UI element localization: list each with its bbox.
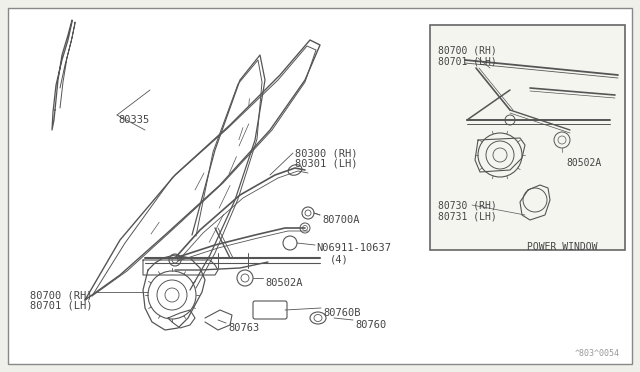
Text: 80335: 80335 xyxy=(118,115,149,125)
Text: 80700 (RH): 80700 (RH) xyxy=(438,45,497,55)
Text: POWER WINDOW: POWER WINDOW xyxy=(527,242,598,252)
Text: 80300 (RH): 80300 (RH) xyxy=(295,148,358,158)
Text: 80700 (RH): 80700 (RH) xyxy=(30,290,93,300)
Text: (4): (4) xyxy=(330,254,349,264)
Text: 80731 (LH): 80731 (LH) xyxy=(438,211,497,221)
Text: 80701 (LH): 80701 (LH) xyxy=(30,300,93,310)
Text: 80502A: 80502A xyxy=(265,278,303,288)
Text: 80301 (LH): 80301 (LH) xyxy=(295,158,358,168)
Text: ^803^0054: ^803^0054 xyxy=(575,349,620,358)
Text: 80700A: 80700A xyxy=(322,215,360,225)
Text: 80730 (RH): 80730 (RH) xyxy=(438,200,497,210)
Text: 80701 (LH): 80701 (LH) xyxy=(438,56,497,66)
Bar xyxy=(430,25,625,250)
Text: N06911-10637: N06911-10637 xyxy=(316,243,391,253)
FancyBboxPatch shape xyxy=(253,301,287,319)
Text: 80760: 80760 xyxy=(355,320,387,330)
Text: 80502A: 80502A xyxy=(566,158,601,168)
Text: 80760B: 80760B xyxy=(323,308,360,318)
Text: 80763: 80763 xyxy=(228,323,259,333)
